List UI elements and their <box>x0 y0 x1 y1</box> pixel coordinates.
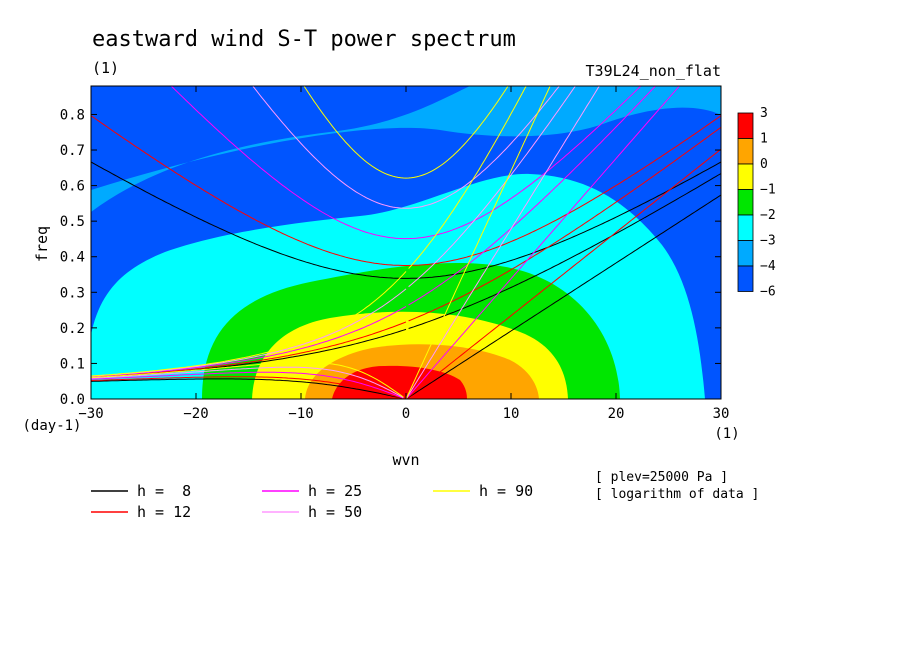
colorbar-band <box>737 112 754 139</box>
x-unit-label: (1) <box>714 426 739 442</box>
curve-h12-eig <box>408 126 721 322</box>
curve-h12-ig <box>91 115 721 266</box>
colorbar-label: 3 <box>760 106 768 121</box>
curve-h50-eig <box>408 86 576 288</box>
curve-h8-eig <box>408 173 721 329</box>
legend-label-h12: h = 12 <box>137 503 191 521</box>
x-tick-label: 10 <box>503 406 520 422</box>
x-tick-label: 30 <box>713 406 730 422</box>
colorbar-band <box>737 138 754 165</box>
legend: h = 8 h = 12 h = 25 h = 50 h = 90 <box>91 482 533 521</box>
curve-h25-mrg <box>91 305 407 378</box>
x-tick-label: −20 <box>183 406 208 422</box>
y-tick-label: 0.1 <box>60 356 85 372</box>
x-axis: −30 −20 −10 0 10 20 30 <box>78 86 729 422</box>
curve-h25-ig <box>170 86 642 240</box>
chart-subtitle-left: (1) <box>92 59 119 77</box>
colorbar-label: −6 <box>760 285 776 300</box>
dispersion-curves <box>91 86 721 399</box>
curve-h90-ig <box>303 86 509 179</box>
curve-h8-kelvin <box>405 194 721 399</box>
curve-h50-ig <box>252 86 560 209</box>
x-tick-label: 0 <box>402 406 410 422</box>
y-tick-label: 0.4 <box>60 250 85 266</box>
legend-label-h8: h = 8 <box>137 482 191 500</box>
y-tick-label: 0.5 <box>60 214 85 230</box>
colorbar-label: −2 <box>760 208 776 223</box>
y-tick-label: 0.7 <box>60 143 85 159</box>
contour-regions <box>91 86 721 399</box>
y-tick-label: 0.6 <box>60 179 85 195</box>
colorbar-label: −1 <box>760 183 776 198</box>
x-tick-label: −10 <box>288 406 313 422</box>
curve-h50-kelvin <box>405 86 600 399</box>
colorbar-band <box>737 214 754 241</box>
y-axis: 0.0 0.1 0.2 0.3 0.4 0.5 0.6 0.7 0.8 <box>60 107 721 408</box>
plot-area <box>91 86 721 399</box>
colorbar-label: 0 <box>760 157 768 172</box>
curve-h25-eig <box>408 86 657 306</box>
contour-region-neg4 <box>91 86 721 212</box>
curve-h50-rossby <box>91 366 404 399</box>
curve-h12-rossby <box>91 376 404 399</box>
annotation-log: [ logarithm of data ] <box>595 487 759 502</box>
curve-h12-kelvin <box>405 148 721 399</box>
curve-h12-mrg <box>91 321 407 378</box>
colorbar-band <box>737 240 754 267</box>
curve-h90-kelvin <box>405 86 551 399</box>
x-tick-label: −30 <box>78 406 103 422</box>
chart-title: eastward wind S-T power spectrum <box>92 27 516 52</box>
curve-h8-ig <box>91 161 721 279</box>
legend-label-h90: h = 90 <box>479 482 533 500</box>
colorbar-band <box>737 189 754 216</box>
curve-h25-kelvin <box>405 86 681 399</box>
curve-h90-mrg <box>91 271 407 377</box>
y-unit-label: (day-1) <box>22 418 81 434</box>
y-tick-label: 0.0 <box>60 392 85 408</box>
curve-h90-eig <box>408 86 527 269</box>
y-tick-label: 0.8 <box>60 107 85 123</box>
colorbar-label: 1 <box>760 132 768 147</box>
curve-h25-rossby <box>91 371 404 399</box>
curve-h8-rossby <box>91 378 404 399</box>
x-axis-label: wvn <box>392 451 419 469</box>
legend-label-h25: h = 25 <box>308 482 362 500</box>
y-tick-label: 0.3 <box>60 285 85 301</box>
colorbar-band <box>737 163 754 190</box>
curve-h90-rossby <box>91 361 404 398</box>
colorbar-band <box>737 265 754 292</box>
legend-label-h50: h = 50 <box>308 503 362 521</box>
y-tick-label: 0.2 <box>60 321 85 337</box>
y-axis-label: freq <box>33 226 51 262</box>
colorbar-label: −3 <box>760 234 776 249</box>
annotation-plev: [ plev=25000 Pa ] <box>595 470 728 485</box>
chart-subtitle-right: T39L24_non_flat <box>586 62 721 80</box>
x-tick-label: 20 <box>608 406 625 422</box>
colorbar: 3 1 0 −1 −2 −3 −4 −6 <box>737 106 776 300</box>
colorbar-label: −4 <box>760 259 776 274</box>
